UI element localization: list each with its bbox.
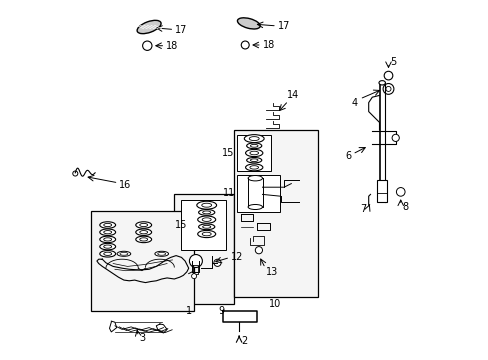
Ellipse shape xyxy=(202,218,211,221)
Text: 16: 16 xyxy=(119,180,131,190)
Text: 5: 5 xyxy=(389,57,396,67)
Bar xyxy=(237,135,271,171)
Ellipse shape xyxy=(137,21,161,33)
Ellipse shape xyxy=(100,222,115,228)
Circle shape xyxy=(255,247,262,254)
Text: 17: 17 xyxy=(277,21,290,31)
Text: 6: 6 xyxy=(344,151,350,161)
Ellipse shape xyxy=(245,164,263,171)
Text: 18: 18 xyxy=(263,40,275,50)
Circle shape xyxy=(189,255,202,267)
Ellipse shape xyxy=(103,231,111,234)
Ellipse shape xyxy=(158,252,165,255)
Ellipse shape xyxy=(103,252,111,256)
Ellipse shape xyxy=(247,175,262,181)
Bar xyxy=(174,194,233,304)
Ellipse shape xyxy=(100,243,115,250)
Ellipse shape xyxy=(100,251,115,257)
Ellipse shape xyxy=(247,204,262,210)
Circle shape xyxy=(385,86,390,91)
Ellipse shape xyxy=(198,224,214,230)
Ellipse shape xyxy=(246,158,261,163)
Ellipse shape xyxy=(250,144,258,147)
Ellipse shape xyxy=(136,222,151,228)
Text: 17: 17 xyxy=(175,24,187,35)
Text: 14: 14 xyxy=(286,90,299,100)
Bar xyxy=(181,200,226,250)
Text: 3: 3 xyxy=(139,333,145,343)
Ellipse shape xyxy=(196,201,216,209)
Ellipse shape xyxy=(249,166,258,169)
Ellipse shape xyxy=(140,223,147,227)
Ellipse shape xyxy=(202,203,211,207)
Text: 8: 8 xyxy=(401,202,407,212)
Ellipse shape xyxy=(100,236,115,243)
Text: 7: 7 xyxy=(360,204,366,214)
Ellipse shape xyxy=(103,223,111,227)
Circle shape xyxy=(213,259,221,266)
Ellipse shape xyxy=(136,229,151,235)
Ellipse shape xyxy=(250,159,258,162)
Ellipse shape xyxy=(237,18,260,29)
Ellipse shape xyxy=(246,143,261,149)
Ellipse shape xyxy=(202,232,211,236)
Bar xyxy=(237,175,280,212)
Text: 11: 11 xyxy=(222,188,234,198)
Ellipse shape xyxy=(120,252,127,255)
Text: 12: 12 xyxy=(230,252,243,262)
Text: 4: 4 xyxy=(351,98,357,108)
Ellipse shape xyxy=(100,229,115,235)
Text: 18: 18 xyxy=(166,41,178,51)
Ellipse shape xyxy=(244,135,264,143)
Ellipse shape xyxy=(378,81,385,85)
Ellipse shape xyxy=(117,251,130,256)
Ellipse shape xyxy=(249,136,259,140)
Bar xyxy=(91,211,194,311)
Text: 15: 15 xyxy=(222,148,234,158)
Circle shape xyxy=(191,274,196,279)
Text: 15: 15 xyxy=(175,220,187,230)
Ellipse shape xyxy=(136,236,151,243)
Circle shape xyxy=(384,71,392,80)
Text: 9: 9 xyxy=(218,306,224,316)
Ellipse shape xyxy=(202,225,210,228)
Text: 1: 1 xyxy=(185,306,191,316)
Ellipse shape xyxy=(155,251,168,256)
Ellipse shape xyxy=(245,149,263,157)
Text: 10: 10 xyxy=(268,299,280,309)
Ellipse shape xyxy=(103,245,111,248)
Circle shape xyxy=(391,134,399,141)
Circle shape xyxy=(142,41,152,50)
Bar xyxy=(376,180,386,202)
Circle shape xyxy=(73,171,78,176)
Text: 13: 13 xyxy=(265,267,278,277)
Text: 2: 2 xyxy=(241,336,246,346)
Ellipse shape xyxy=(197,216,215,223)
Ellipse shape xyxy=(249,151,258,155)
Ellipse shape xyxy=(197,230,215,238)
Circle shape xyxy=(396,188,404,196)
Ellipse shape xyxy=(198,210,214,215)
Ellipse shape xyxy=(140,231,147,234)
Ellipse shape xyxy=(140,238,147,241)
Circle shape xyxy=(382,84,393,94)
Ellipse shape xyxy=(103,238,111,241)
Bar xyxy=(233,130,318,297)
Ellipse shape xyxy=(202,211,210,214)
Circle shape xyxy=(241,41,249,49)
